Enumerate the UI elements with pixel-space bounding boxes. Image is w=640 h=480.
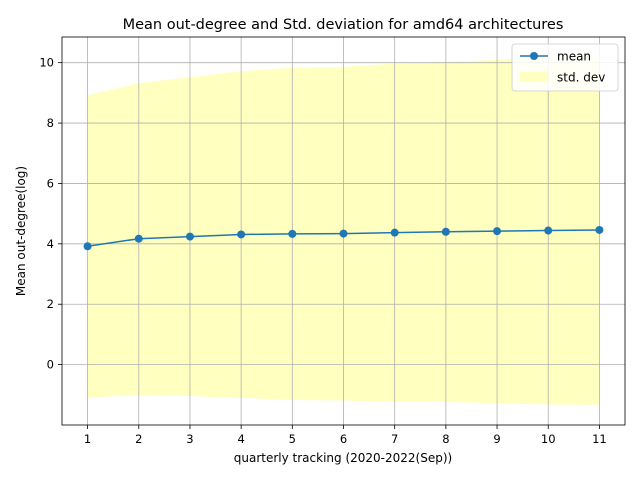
mean-point — [134, 234, 143, 243]
x-axis-label: quarterly tracking (2020-2022(Sep)) — [234, 451, 452, 465]
plot-area: 1 2 3 4 5 6 7 8 9 10 11 0 2 4 6 8 10 mean std. dev — [39, 36, 626, 446]
chart-title: Mean out-degree and Std. deviation for a… — [123, 17, 564, 33]
mean-point — [339, 229, 348, 238]
mean-point — [595, 225, 604, 234]
y-tick-label: 10 — [39, 56, 54, 70]
mean-point — [237, 230, 246, 239]
x-tick-label: 9 — [493, 432, 500, 446]
y-tick-label: 8 — [47, 116, 54, 130]
y-axis-label: Mean out-degree(log) — [14, 166, 28, 296]
x-tick-label: 10 — [541, 432, 556, 446]
y-tick-label: 4 — [47, 237, 54, 251]
mean-point — [83, 242, 92, 251]
x-tick-label: 6 — [340, 432, 347, 446]
x-tick-label: 3 — [186, 432, 193, 446]
y-tick-label: 2 — [47, 297, 54, 311]
x-tick-label: 2 — [135, 432, 142, 446]
mean-point — [441, 227, 450, 236]
x-tick-label: 4 — [237, 432, 244, 446]
x-tick-label: 8 — [442, 432, 449, 446]
legend-mean-label: mean — [557, 50, 591, 64]
x-tick-label: 1 — [84, 432, 91, 446]
mean-point — [185, 232, 194, 241]
legend-band-swatch — [520, 72, 548, 82]
x-tick-label: 5 — [289, 432, 296, 446]
x-tick-label: 11 — [592, 432, 607, 446]
legend-band-label: std. dev — [557, 71, 605, 85]
legend-mean-marker — [530, 52, 538, 60]
x-tick-label: 7 — [391, 432, 398, 446]
mean-point — [390, 228, 399, 237]
mean-point — [288, 229, 297, 238]
y-tick-label: 6 — [47, 176, 54, 190]
mean-point — [493, 227, 502, 236]
y-tick-label: 0 — [47, 358, 54, 372]
mean-point — [544, 226, 553, 235]
